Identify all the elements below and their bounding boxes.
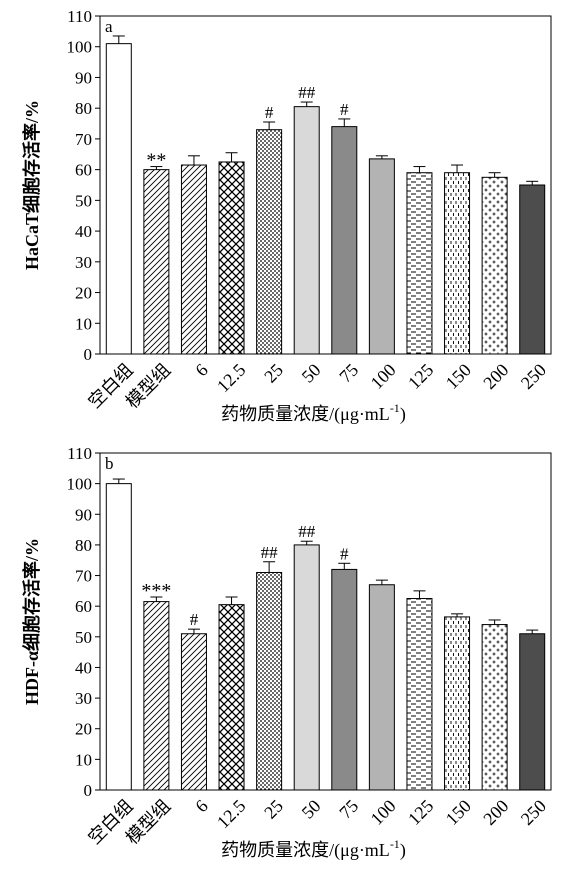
y-tick-label: 30 — [75, 689, 92, 708]
x-axis-label-end: ) — [400, 404, 406, 425]
x-axis-label-main: 药物质量浓度/(μg·mL — [221, 404, 390, 425]
y-tick-label: 50 — [75, 191, 92, 210]
bar — [105, 43, 132, 355]
y-tick-label: 50 — [75, 628, 92, 647]
panel-a-chart: 0102030405060708090100110aHaCaT细胞存活率/%空白… — [21, 7, 552, 425]
significance-label: # — [190, 610, 199, 629]
x-axis-label: 药物质量浓度/(μg·mL-1) — [221, 401, 406, 425]
x-tick-label: 200 — [479, 796, 512, 829]
bar — [406, 172, 433, 355]
y-tick-label: 60 — [75, 161, 92, 180]
y-tick-label: 100 — [67, 475, 93, 494]
y-tick-label: 40 — [75, 222, 92, 241]
x-tick-label: 25 — [260, 360, 287, 387]
bar — [293, 544, 320, 791]
bar — [293, 106, 320, 355]
bar — [444, 172, 471, 355]
bar — [368, 158, 395, 355]
y-tick-label: 110 — [67, 7, 92, 26]
y-axis-label: HDF-α细胞存活率/% — [21, 538, 42, 705]
y-tick-label: 60 — [75, 597, 92, 616]
y-tick-label: 90 — [75, 68, 92, 87]
y-tick-label: 90 — [75, 505, 92, 524]
y-tick-label: 20 — [75, 284, 92, 303]
y-tick-label: 0 — [84, 781, 93, 800]
bar — [519, 184, 546, 355]
significance-label: ## — [261, 543, 279, 562]
x-tick-label: 250 — [517, 360, 550, 393]
bar — [519, 633, 546, 791]
bar — [180, 633, 207, 791]
significance-label: *** — [141, 580, 171, 602]
x-tick-label: 250 — [517, 796, 550, 829]
y-tick-label: 20 — [75, 720, 92, 739]
significance-label: # — [340, 544, 349, 563]
bar — [105, 483, 132, 791]
bar — [406, 598, 433, 791]
significance-label: ## — [298, 83, 316, 102]
x-tick-label: 6 — [191, 796, 212, 817]
bar — [143, 169, 170, 355]
x-tick-label: 125 — [404, 360, 437, 393]
y-tick-label: 10 — [75, 314, 92, 333]
x-tick-label: 100 — [367, 796, 400, 829]
x-axis-label-superscript: -1 — [390, 401, 400, 415]
y-tick-label: 110 — [67, 444, 92, 463]
y-tick-label: 80 — [75, 536, 92, 555]
bar — [331, 568, 358, 791]
y-tick-label: 0 — [84, 345, 93, 364]
x-axis-label-superscript: -1 — [390, 837, 400, 851]
x-tick-label: 75 — [335, 796, 362, 823]
y-tick-label: 40 — [75, 658, 92, 677]
y-tick-label: 10 — [75, 750, 92, 769]
panel-label: a — [105, 17, 113, 36]
plot-frame — [99, 452, 552, 791]
x-tick-label: 50 — [298, 796, 325, 823]
significance-label: # — [265, 103, 274, 122]
significance-label: # — [340, 100, 349, 119]
significance-label: ** — [146, 150, 166, 172]
y-tick-label: 80 — [75, 99, 92, 118]
x-tick-label: 25 — [260, 796, 287, 823]
bar — [218, 161, 245, 355]
panel-label: b — [105, 454, 114, 473]
x-tick-label: 6 — [191, 360, 212, 381]
y-tick-label: 30 — [75, 253, 92, 272]
bar — [481, 176, 508, 355]
x-tick-label: 12.5 — [213, 360, 249, 396]
x-axis-label: 药物质量浓度/(μg·mL-1) — [221, 837, 406, 861]
x-tick-label: 125 — [404, 796, 437, 829]
y-tick-label: 100 — [67, 38, 93, 57]
plot-frame — [99, 15, 552, 355]
y-axis-label: HaCaT细胞存活率/% — [21, 100, 42, 270]
x-tick-label: 50 — [298, 360, 325, 387]
significance-label: ## — [298, 522, 316, 541]
x-tick-label: 150 — [442, 796, 475, 829]
x-axis-label-main: 药物质量浓度/(μg·mL — [221, 840, 390, 861]
x-tick-label: 75 — [335, 360, 362, 387]
bar — [331, 126, 358, 355]
bar — [444, 616, 471, 791]
x-tick-label: 200 — [479, 360, 512, 393]
bar — [256, 571, 283, 791]
bar — [368, 584, 395, 791]
y-tick-label: 70 — [75, 567, 92, 586]
bar — [256, 129, 283, 355]
x-tick-label: 12.5 — [213, 796, 249, 832]
x-tick-label: 100 — [367, 360, 400, 393]
bar — [218, 604, 245, 791]
bar — [143, 601, 170, 791]
bar — [180, 164, 207, 355]
y-tick-label: 70 — [75, 130, 92, 149]
x-tick-label: 150 — [442, 360, 475, 393]
x-axis-label-end: ) — [400, 840, 406, 861]
bar — [481, 624, 508, 791]
panel-b-chart: 0102030405060708090100110bHDF-α细胞存活率/%空白… — [21, 444, 552, 861]
